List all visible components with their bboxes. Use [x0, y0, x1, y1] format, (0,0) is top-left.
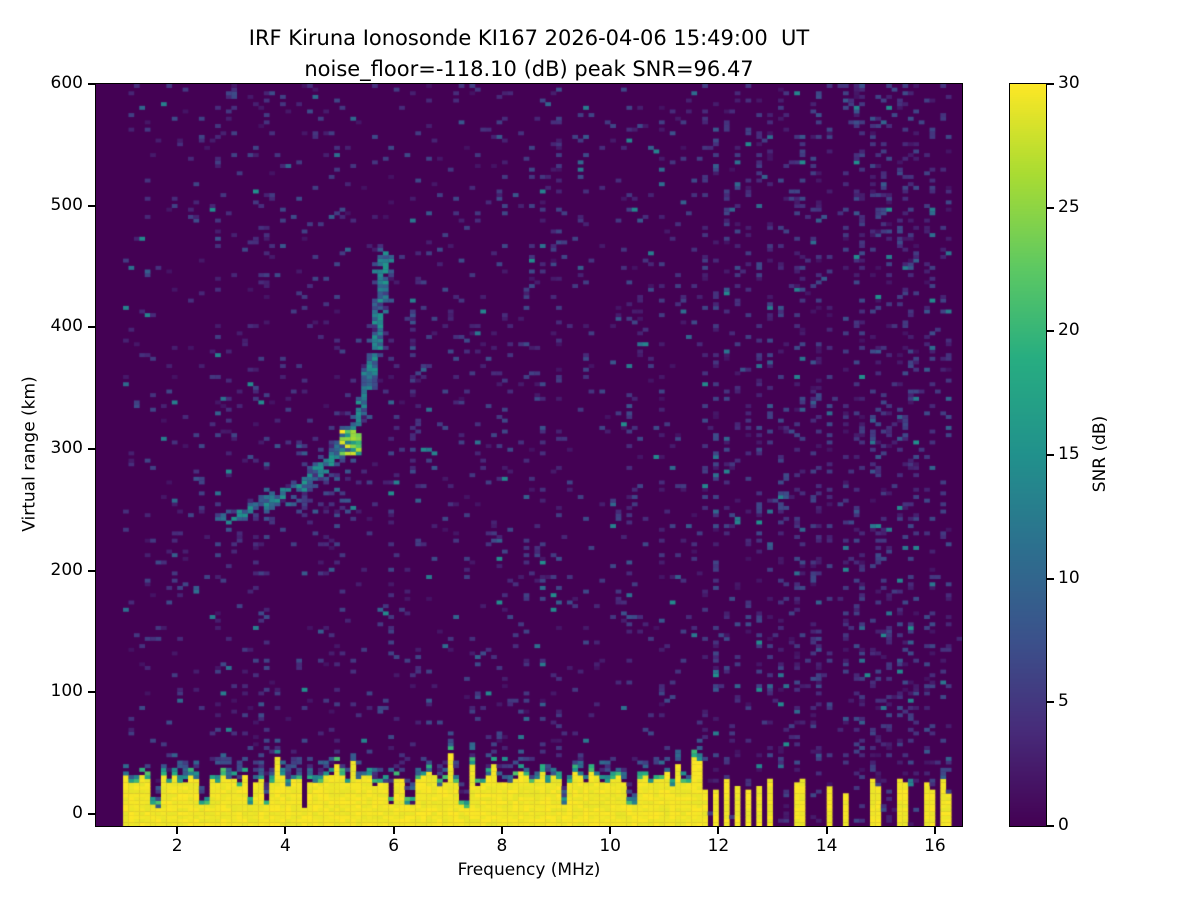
colorbar-tick-mark: [1047, 825, 1054, 827]
colorbar-canvas: [1010, 84, 1046, 826]
chart-subtitle: noise_floor=-118.10 (dB) peak SNR=96.47: [304, 57, 754, 81]
colorbar-tick-label: 15: [1058, 444, 1080, 464]
colorbar: [1009, 83, 1047, 827]
x-tick-label: 4: [280, 836, 291, 856]
x-tick-label: 16: [924, 836, 946, 856]
colorbar-tick-label: 10: [1058, 567, 1080, 588]
x-tick-label: 14: [815, 836, 838, 856]
y-tick-mark: [88, 83, 95, 85]
colorbar-tick-label: 5: [1058, 691, 1069, 712]
colorbar-tick-label: 0: [1058, 815, 1069, 835]
y-tick-label: 500: [50, 194, 83, 215]
colorbar-tick-mark: [1047, 577, 1054, 580]
x-tick-label: 10: [599, 836, 621, 856]
colorbar-tick-mark: [1047, 83, 1054, 85]
y-tick-mark: [88, 569, 95, 572]
x-tick-mark: [284, 827, 287, 834]
heatmap-canvas: [96, 84, 962, 826]
y-tick-mark: [88, 326, 95, 329]
colorbar-tick-mark: [1047, 330, 1054, 333]
colorbar-tick-label: 25: [1058, 196, 1080, 217]
y-tick-label: 200: [50, 559, 83, 580]
x-tick-mark: [176, 827, 179, 834]
plot-area: [95, 83, 963, 827]
y-tick-mark: [88, 447, 95, 450]
colorbar-tick-label: 20: [1058, 320, 1080, 341]
y-tick-mark: [88, 204, 95, 207]
x-tick-mark: [717, 827, 720, 834]
x-tick-label: 12: [707, 836, 730, 856]
x-tick-label: 8: [496, 836, 508, 856]
chart-title: IRF Kiruna Ionosonde KI167 2026-04-06 15…: [248, 26, 810, 50]
x-tick-mark: [933, 827, 936, 834]
x-tick-mark: [609, 827, 612, 834]
x-tick-mark: [500, 827, 503, 834]
x-axis-label: Frequency (MHz): [457, 860, 601, 880]
colorbar-tick-mark: [1047, 701, 1054, 704]
y-tick-mark: [88, 812, 95, 815]
x-tick-label: 6: [388, 836, 400, 856]
y-tick-label: 100: [50, 681, 83, 702]
y-tick-label: 0: [72, 802, 83, 823]
x-tick-mark: [392, 827, 395, 834]
colorbar-tick-mark: [1047, 206, 1054, 209]
y-tick-label: 300: [50, 437, 83, 458]
x-tick-label: 2: [171, 836, 183, 856]
x-tick-mark: [825, 827, 828, 834]
colorbar-tick-label: 30: [1058, 73, 1080, 93]
y-tick-label: 400: [50, 316, 83, 337]
colorbar-tick-mark: [1047, 454, 1054, 456]
y-tick-mark: [88, 691, 95, 694]
y-tick-label: 600: [50, 73, 83, 93]
